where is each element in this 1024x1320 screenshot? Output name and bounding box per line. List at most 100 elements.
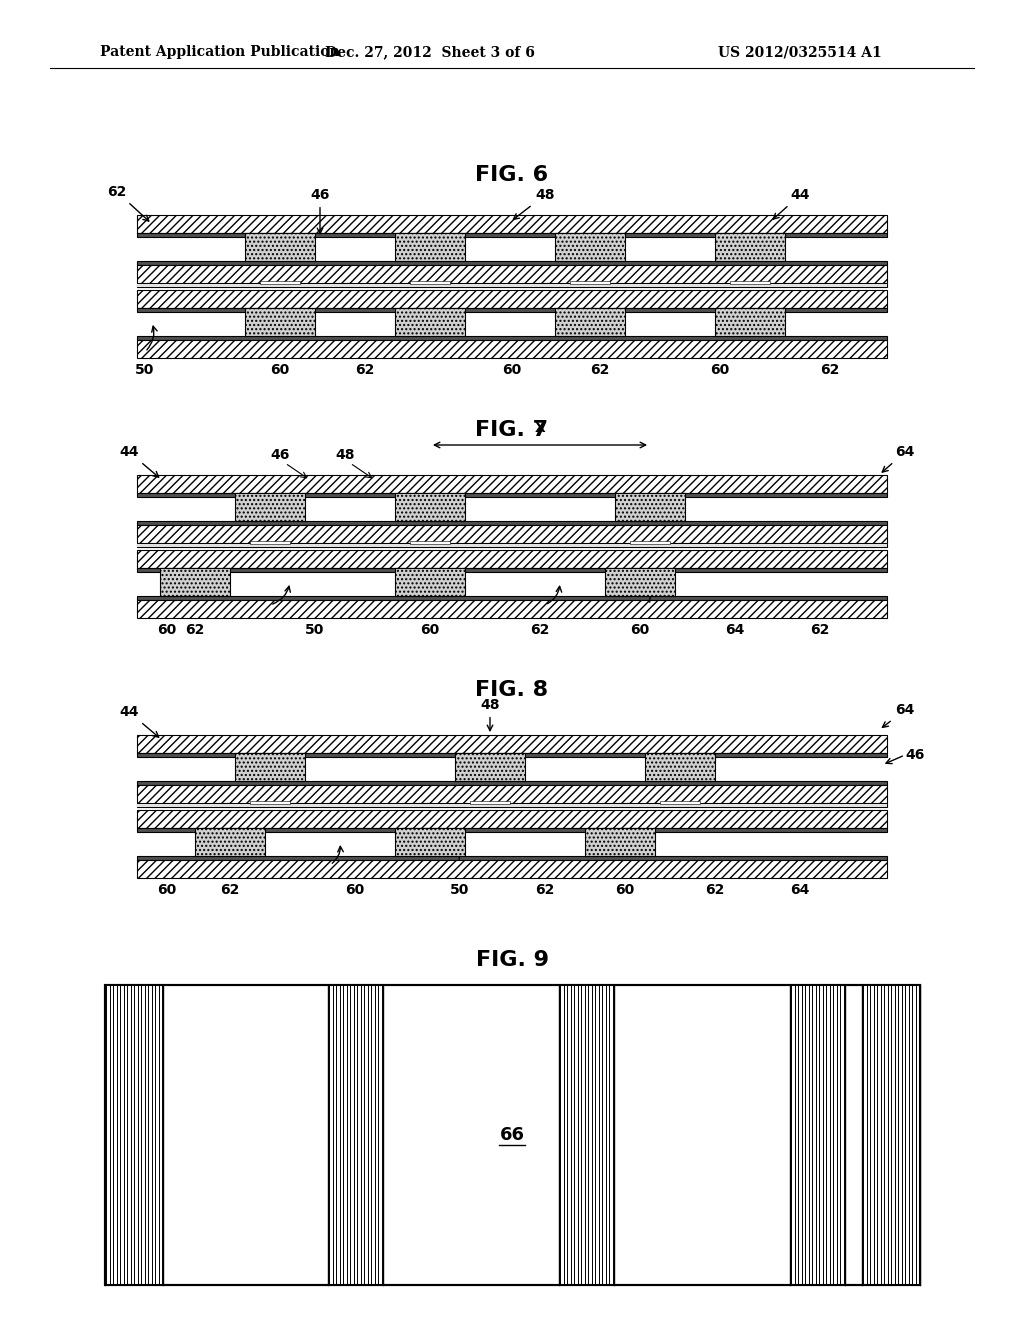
Bar bbox=[137, 601, 887, 618]
Text: Dec. 27, 2012  Sheet 3 of 6: Dec. 27, 2012 Sheet 3 of 6 bbox=[325, 45, 535, 59]
Bar bbox=[137, 308, 887, 337]
Bar bbox=[137, 828, 887, 855]
Bar bbox=[137, 475, 887, 492]
Text: 46: 46 bbox=[310, 187, 330, 234]
Text: 60: 60 bbox=[711, 363, 730, 378]
Bar bbox=[137, 785, 887, 803]
Text: 64: 64 bbox=[883, 704, 914, 727]
Bar bbox=[137, 828, 887, 832]
Bar bbox=[605, 568, 675, 597]
Bar bbox=[137, 525, 887, 543]
Bar bbox=[615, 492, 685, 521]
Bar bbox=[137, 341, 887, 358]
Text: 50: 50 bbox=[305, 623, 325, 638]
Bar bbox=[250, 541, 290, 544]
Text: FIG. 8: FIG. 8 bbox=[475, 680, 549, 700]
Bar bbox=[245, 234, 315, 261]
Bar bbox=[105, 985, 163, 1284]
Text: 62: 62 bbox=[706, 883, 725, 898]
Bar bbox=[234, 492, 305, 521]
Text: 62: 62 bbox=[108, 185, 148, 220]
Text: 62: 62 bbox=[530, 623, 550, 638]
Bar bbox=[137, 550, 887, 568]
Text: FIG. 9: FIG. 9 bbox=[475, 950, 549, 970]
Bar bbox=[137, 308, 887, 312]
Bar bbox=[862, 985, 920, 1284]
Text: 60: 60 bbox=[421, 623, 439, 638]
Text: 62: 62 bbox=[220, 883, 240, 898]
Text: 48: 48 bbox=[335, 447, 354, 462]
Text: 50: 50 bbox=[451, 883, 470, 898]
Text: 46: 46 bbox=[270, 447, 290, 462]
Text: 60: 60 bbox=[158, 623, 176, 638]
Bar bbox=[410, 281, 450, 284]
Bar bbox=[790, 985, 845, 1284]
Bar bbox=[137, 290, 887, 308]
Bar bbox=[137, 492, 887, 521]
Bar bbox=[195, 828, 265, 855]
Text: 62: 62 bbox=[185, 623, 205, 638]
Bar bbox=[105, 985, 920, 1284]
Bar bbox=[137, 568, 887, 572]
Text: 48: 48 bbox=[513, 187, 555, 219]
Bar bbox=[395, 234, 465, 261]
Bar bbox=[137, 752, 887, 781]
Bar bbox=[715, 234, 785, 261]
Bar bbox=[645, 752, 715, 781]
Text: 66: 66 bbox=[500, 1126, 524, 1144]
Bar bbox=[137, 781, 887, 785]
Text: 50: 50 bbox=[135, 363, 155, 378]
Text: 60: 60 bbox=[503, 363, 521, 378]
Bar bbox=[250, 801, 290, 804]
Text: X: X bbox=[535, 421, 546, 436]
Text: FIG. 7: FIG. 7 bbox=[475, 420, 549, 440]
Bar bbox=[137, 810, 887, 828]
Text: 60: 60 bbox=[345, 883, 365, 898]
Text: 44: 44 bbox=[119, 445, 159, 478]
Bar bbox=[137, 544, 887, 546]
Text: 48: 48 bbox=[480, 698, 500, 731]
Text: 62: 62 bbox=[810, 623, 829, 638]
Text: 60: 60 bbox=[158, 883, 176, 898]
Bar bbox=[137, 284, 887, 286]
Bar bbox=[137, 804, 887, 807]
Bar bbox=[395, 308, 465, 337]
Text: 64: 64 bbox=[883, 445, 914, 473]
Bar bbox=[234, 752, 305, 781]
Text: 60: 60 bbox=[631, 623, 649, 638]
Bar bbox=[245, 308, 315, 337]
Bar bbox=[137, 861, 887, 878]
Bar bbox=[260, 281, 300, 284]
Bar bbox=[730, 281, 770, 284]
Bar bbox=[137, 265, 887, 282]
Bar bbox=[660, 801, 700, 804]
Bar bbox=[160, 568, 230, 597]
Text: 46: 46 bbox=[905, 748, 925, 762]
Bar bbox=[455, 752, 525, 781]
Bar bbox=[137, 492, 887, 498]
Bar bbox=[105, 985, 920, 1284]
Bar bbox=[137, 521, 887, 525]
Text: 44: 44 bbox=[773, 187, 810, 219]
Text: 64: 64 bbox=[791, 883, 810, 898]
Text: 62: 62 bbox=[536, 883, 555, 898]
Bar bbox=[715, 308, 785, 337]
Bar bbox=[559, 985, 614, 1284]
Bar bbox=[137, 597, 887, 601]
Bar bbox=[137, 568, 887, 597]
Bar bbox=[137, 234, 887, 238]
Bar bbox=[395, 492, 465, 521]
Text: FIG. 6: FIG. 6 bbox=[475, 165, 549, 185]
Bar bbox=[137, 284, 887, 286]
Text: US 2012/0325514 A1: US 2012/0325514 A1 bbox=[718, 45, 882, 59]
Text: 62: 62 bbox=[590, 363, 609, 378]
Text: 44: 44 bbox=[119, 705, 159, 737]
Bar bbox=[137, 234, 887, 261]
Bar bbox=[137, 544, 887, 546]
Text: 60: 60 bbox=[615, 883, 635, 898]
Text: 62: 62 bbox=[355, 363, 375, 378]
Text: 60: 60 bbox=[270, 363, 290, 378]
Bar bbox=[137, 215, 887, 234]
Bar bbox=[137, 735, 887, 752]
Bar bbox=[410, 541, 450, 544]
